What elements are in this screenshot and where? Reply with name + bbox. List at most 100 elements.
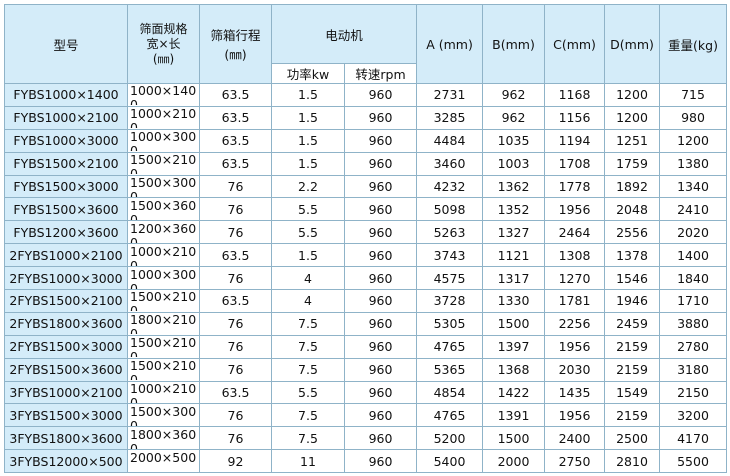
cell-text: 1500×2100 [130, 336, 197, 358]
table-cell: 1.5 [271, 105, 345, 130]
table-cell: 1000×3000 [127, 128, 200, 153]
table-cell: 3180 [659, 357, 728, 382]
table-cell: 5500 [659, 449, 728, 474]
table-cell: 3285 [416, 105, 484, 130]
table-row: 2FYBS1500×3000 1500×2100 76 7.5 960 4765 1397 1… [4, 334, 728, 359]
table-cell: 1759 [604, 151, 661, 176]
table-row: 3FYBS1500×3000 1500×3000 76 7.5 960 4765 1391 1… [4, 403, 728, 428]
table-cell: 1800×2100 [127, 311, 200, 336]
table-cell: 1500×2100 [127, 357, 200, 382]
table-cell: 1.5 [271, 83, 345, 107]
table-cell: 2FYBS1800×3600 [4, 311, 128, 336]
table-cell: 1200×3600 [127, 220, 200, 245]
table-row: 2FYBS1000×2100 1000×2100 63.5 1.5 960 3743 112… [4, 243, 728, 268]
table-cell: 2780 [659, 334, 728, 359]
table-cell: 1330 [482, 289, 546, 313]
table-cell: 76 [199, 403, 272, 428]
table-cell: 960 [343, 289, 418, 313]
cell-text: 1500×3000 [130, 176, 197, 197]
table-row: FYBS1000×1400 1000×1400 63.5 1.5 960 2731 962 1… [4, 83, 728, 107]
table-cell: 2810 [604, 449, 661, 474]
header-cell: 型号 [4, 4, 128, 84]
table-cell: 7.5 [271, 311, 345, 336]
table-cell: 92 [199, 449, 272, 474]
table-cell: 2150 [659, 380, 728, 405]
table-cell: 960 [343, 380, 418, 405]
table-cell: 960 [343, 128, 418, 153]
table-cell: 1200 [604, 105, 661, 130]
table-cell: 4854 [416, 380, 484, 405]
table-cell: 2030 [544, 357, 606, 382]
table-cell: 3FYBS1800×3600 [4, 426, 128, 451]
table-cell: 76 [199, 220, 272, 245]
table-row: 2FYBS1500×3600 1500×2100 76 7.5 960 5365 1368 2… [4, 357, 728, 382]
table-cell: 5400 [416, 449, 484, 474]
cell-text: 2000×500 [130, 450, 197, 465]
table-cell: 1397 [482, 334, 546, 359]
table-cell: 4484 [416, 128, 484, 153]
cell-text: 1000×2100 [130, 107, 197, 129]
table-cell: 2FYBS1000×3000 [4, 266, 128, 291]
table-cell: 1003 [482, 151, 546, 176]
table-cell: 1035 [482, 128, 546, 153]
table-row: 2FYBS1500×2100 1500×2100 63.5 4 960 3728 1330 1… [4, 289, 728, 313]
table-cell: 2FYBS1500×3600 [4, 357, 128, 382]
table-cell: 3880 [659, 311, 728, 336]
header-cell: 筛面规格 宽×长 (㎜) [127, 4, 200, 84]
table-cell: 1362 [482, 174, 546, 199]
table-cell: 76 [199, 426, 272, 451]
table-cell: 2464 [544, 220, 606, 245]
table-cell: 1.5 [271, 243, 345, 268]
table-cell: 1194 [544, 128, 606, 153]
table-cell: 1308 [544, 243, 606, 268]
cell-text: 1000×3000 [130, 267, 197, 289]
table-cell: 76 [199, 197, 272, 222]
table-cell: 1800×3600 [127, 426, 200, 451]
table-cell: 1840 [659, 266, 728, 291]
table-cell: 1778 [544, 174, 606, 199]
table-cell: 76 [199, 357, 272, 382]
table-cell: 1156 [544, 105, 606, 130]
table-cell: 1168 [544, 83, 606, 107]
table-cell: 960 [343, 426, 418, 451]
table-cell: 1956 [544, 197, 606, 222]
cell-text: 1000×3000 [130, 130, 197, 152]
cell-text: 1500×2100 [130, 290, 197, 312]
table-cell: 7.5 [271, 334, 345, 359]
table-cell: 2FYBS1500×3000 [4, 334, 128, 359]
table-cell: 2556 [604, 220, 661, 245]
table-cell: 1200 [659, 128, 728, 153]
table-cell: 960 [343, 311, 418, 336]
table-cell: 1500 [482, 311, 546, 336]
table-cell: 2750 [544, 449, 606, 474]
table-row: FYBS1500×3000 1500×3000 76 2.2 960 4232 1362 17… [4, 174, 728, 199]
table-row: FYBS1000×3000 1000×3000 63.5 1.5 960 4484 1035… [4, 128, 728, 153]
table-cell: 2500 [604, 426, 661, 451]
table-row: FYBS1200×3600 1200×3600 76 5.5 960 5263 1327 24… [4, 220, 728, 245]
table-cell: 2000×500 [127, 449, 200, 474]
table-cell: 1500×3000 [127, 403, 200, 428]
table-row: 2FYBS1800×3600 1800×2100 76 7.5 960 5305 1500 2… [4, 311, 728, 336]
table-cell: 5365 [416, 357, 484, 382]
table-row: FYBS1500×3600 1500×3600 76 5.5 960 5098 1352 19… [4, 197, 728, 222]
table-cell: 76 [199, 334, 272, 359]
table-cell: 715 [659, 83, 728, 107]
table-cell: 63.5 [199, 151, 272, 176]
table-cell: 2048 [604, 197, 661, 222]
table-cell: 1500 [482, 426, 546, 451]
table-cell: 1546 [604, 266, 661, 291]
table-cell: 3FYBS1000×2100 [4, 380, 128, 405]
table-cell: 1.5 [271, 128, 345, 153]
table-cell: 4 [271, 289, 345, 313]
table-cell: 1956 [544, 403, 606, 428]
table-cell: 2159 [604, 334, 661, 359]
cell-text: 1500×2100 [130, 153, 197, 175]
table-body: FYBS1000×1400 1000×1400 63.5 1.5 960 2731 962 1… [4, 83, 728, 474]
table-cell: 1956 [544, 334, 606, 359]
table-cell: FYBS1500×3600 [4, 197, 128, 222]
table-cell: FYBS1500×3000 [4, 174, 128, 199]
table-cell: 1200 [604, 83, 661, 107]
table-cell: 3FYBS12000×500 [4, 449, 128, 474]
table-cell: 1781 [544, 289, 606, 313]
table-cell: 1000×2100 [127, 380, 200, 405]
